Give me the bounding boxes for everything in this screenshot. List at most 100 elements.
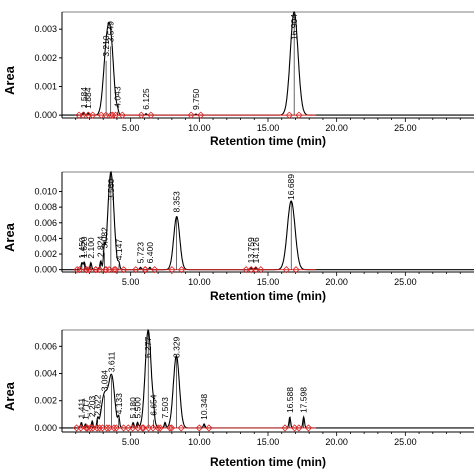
y-axis-title: Area — [2, 381, 17, 411]
peak-marker — [295, 424, 303, 432]
peak-marker — [166, 424, 174, 432]
peak-marker — [95, 266, 104, 274]
x-tick-label: 20.00 — [325, 277, 348, 287]
y-tick-label: 0.000 — [34, 423, 57, 433]
x-tick-label: 15.00 — [257, 437, 280, 447]
peak-marker — [292, 266, 300, 274]
peak-label: 1.450 — [77, 237, 87, 259]
peak-label: 4.133 — [114, 393, 124, 415]
y-tick-label: 0.002 — [34, 249, 57, 259]
peak-marker — [197, 111, 205, 119]
peak-marker — [252, 266, 260, 274]
peak-label: 3.560 — [106, 178, 116, 200]
peak-marker — [177, 266, 186, 274]
x-tick-label: 25.00 — [394, 123, 417, 133]
x-tick-label: 10.00 — [188, 437, 211, 447]
peak-label: 1.620 — [79, 236, 89, 258]
peak-marker — [102, 111, 110, 119]
peak-marker — [139, 424, 147, 432]
peak-label: 2.203 — [87, 396, 97, 418]
chromatogram-panel-3: 0.000 0.002 0.004 0.006 5.00 10.00 15.00 20.00 2… — [2, 329, 474, 469]
peak-marker — [110, 266, 118, 274]
peak-marker — [145, 424, 153, 432]
y-tick-label: 0.000 — [34, 110, 57, 120]
y-tick-label: 0.008 — [34, 202, 57, 212]
x-tick-label: 5.00 — [122, 437, 140, 447]
peak-marker — [95, 424, 104, 432]
peak-marker — [120, 266, 128, 274]
y-tick-label: 0.000 — [34, 265, 57, 275]
peak-label: 16.689 — [286, 174, 296, 200]
peak-marker — [168, 266, 176, 274]
peak-marker — [89, 424, 97, 432]
peak-label: 5.180 — [128, 397, 138, 419]
y-tick-label: 0.004 — [34, 369, 57, 379]
peak-marker — [195, 424, 203, 432]
peak-marker — [282, 266, 290, 274]
x-tick-label: 20.00 — [325, 123, 348, 133]
peak-label: 5.723 — [136, 242, 146, 264]
x-tick-label: 15.00 — [257, 123, 280, 133]
y-tick-label: 0.006 — [34, 341, 57, 351]
peak-marker — [281, 424, 289, 432]
peak-label: 2.622 — [93, 394, 103, 416]
x-axis-title: Retention time (min) — [210, 455, 326, 469]
peak-marker — [89, 111, 97, 119]
peak-label: 4.147 — [114, 239, 124, 261]
peak-marker — [177, 424, 185, 432]
y-tick-label: 0.006 — [34, 218, 57, 228]
x-tick-label: 10.00 — [188, 123, 211, 133]
x-tick-label: 25.00 — [394, 437, 417, 447]
peak-marker — [138, 424, 146, 432]
peak-label: 6.654 — [148, 394, 158, 416]
peak-marker — [257, 266, 265, 274]
peak-label: 8.329 — [171, 336, 181, 358]
peak-marker — [73, 266, 81, 274]
peak-label: 16.904 — [289, 14, 299, 40]
peak-label: 3.611 — [107, 351, 117, 372]
peak-label: 2.824 — [96, 236, 106, 258]
peak-label: 6.125 — [141, 88, 151, 110]
peak-marker — [304, 424, 313, 432]
peak-marker — [105, 424, 113, 432]
y-axis-title: Area — [2, 65, 17, 95]
peak-marker — [112, 266, 120, 274]
peak-label: 3.210 — [101, 35, 111, 57]
signal-trace — [62, 11, 474, 116]
peak-label: 3.082 — [99, 227, 109, 249]
peak-label: 8.353 — [172, 191, 182, 213]
peak-label: 7.503 — [160, 397, 170, 419]
peak-marker — [79, 111, 87, 119]
peak-label: 13.759 — [246, 237, 256, 263]
peak-label: 10.348 — [199, 394, 209, 420]
x-axis-title: Retention time (min) — [210, 134, 326, 148]
y-tick-label: 0.003 — [34, 24, 57, 34]
y-tick-label: 0.002 — [34, 396, 57, 406]
peak-marker — [83, 424, 91, 432]
peak-label: 3.549 — [106, 21, 116, 43]
y-tick-label: 0.004 — [34, 233, 57, 243]
y-tick-label: 0.002 — [34, 53, 57, 63]
peak-marker — [151, 266, 159, 274]
peak-label: 1.884 — [83, 87, 93, 109]
x-tick-label: 5.00 — [122, 277, 140, 287]
x-tick-label: 20.00 — [325, 437, 348, 447]
peak-marker — [156, 424, 164, 432]
peak-marker — [141, 266, 149, 274]
peak-marker — [295, 111, 303, 119]
peak-marker — [205, 424, 213, 432]
chromatogram-panel-2: 0.000 0.002 0.004 0.006 0.008 0.010 5.00 10.00 1… — [2, 170, 474, 303]
peak-label: 2.100 — [86, 237, 96, 259]
peak-marker — [118, 111, 126, 119]
peak-marker — [112, 424, 120, 432]
peak-label: 4.043 — [113, 86, 123, 108]
x-tick-label: 10.00 — [188, 277, 211, 287]
peak-marker — [75, 266, 84, 274]
peak-marker — [147, 111, 155, 119]
peak-marker — [168, 424, 176, 432]
peak-label: 17.598 — [299, 387, 309, 413]
x-axis-title: Retention time (min) — [210, 289, 326, 303]
peak-label: 5.500 — [133, 397, 143, 419]
peak-marker — [285, 111, 293, 119]
peak-marker — [103, 424, 111, 432]
